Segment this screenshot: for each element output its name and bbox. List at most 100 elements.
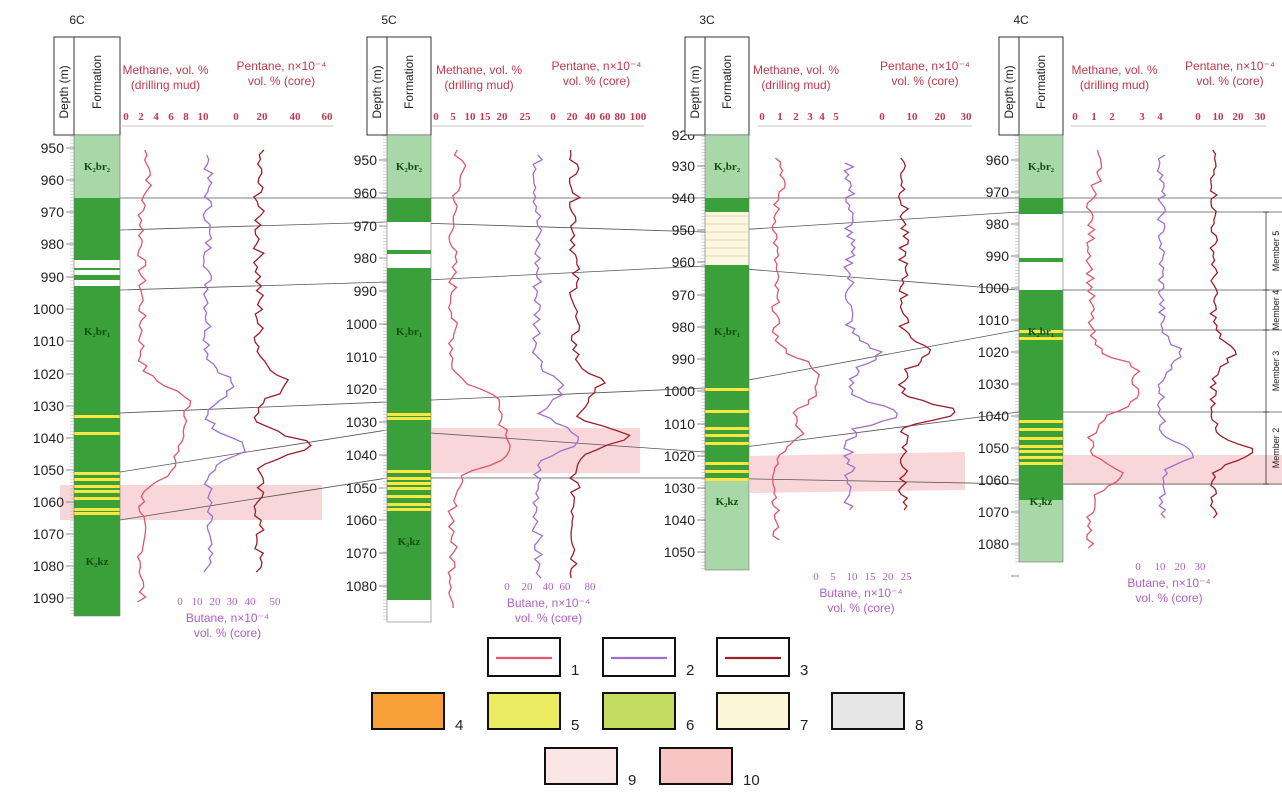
butane-curve <box>202 154 246 573</box>
sand-streak <box>1019 437 1063 440</box>
methane-tick-label: 0 <box>433 111 439 123</box>
depth-tick-label: 1080 <box>346 578 377 594</box>
butane-title-line1: Butane, n×10⁻⁴ <box>1127 576 1210 590</box>
butane-tick-label: 15 <box>865 571 877 583</box>
butane-tick-label: 50 <box>270 596 282 608</box>
butane-tick-label: 30 <box>227 596 239 608</box>
sand-streak <box>705 442 749 445</box>
sand-streak <box>74 432 120 435</box>
methane-tick-label: 0 <box>1072 111 1078 123</box>
depth-tick-label: 1070 <box>33 526 64 542</box>
depth-tick-label: 970 <box>354 218 378 234</box>
depth-tick-label: 1040 <box>978 408 1009 424</box>
formation-layer <box>387 198 431 222</box>
pentane-tick-label: 10 <box>907 111 919 123</box>
sand-streak <box>387 487 431 490</box>
legend-fill-swatch <box>371 692 445 730</box>
methane-curve <box>447 149 511 609</box>
methane-tick-label: 1 <box>1091 111 1097 123</box>
well-6C: 6C95096097098099010001010102010301040105… <box>33 13 333 640</box>
depth-tick-label: 930 <box>672 158 696 174</box>
legend-label: 9 <box>628 772 636 789</box>
methane-title-line1: Methane, vol. % <box>1071 63 1157 77</box>
formation-label: K₂kz <box>1030 496 1053 508</box>
methane-tick-label: 4 <box>1157 111 1163 123</box>
methane-tick-label: 1 <box>777 111 783 123</box>
depth-tick-label: 1050 <box>978 440 1009 456</box>
depth-tick-label: 980 <box>986 216 1010 232</box>
formation-header-label: Formation <box>90 55 104 109</box>
formation-label: K₂br₂ <box>396 161 423 173</box>
pentane-tick-label: 0 <box>233 111 239 123</box>
sand-streak <box>705 410 749 413</box>
depth-tick-label: 1040 <box>346 447 377 463</box>
methane-title-line2: (drilling mud) <box>1080 78 1149 92</box>
pink-reservoir-bands <box>60 428 1282 520</box>
butane-tick-label: 0 <box>813 571 819 583</box>
depth-tick-label: 1020 <box>346 381 377 397</box>
legend-item-3: 3 <box>716 637 808 679</box>
methane-tick-label: 2 <box>138 111 144 123</box>
depth-tick-label: 950 <box>354 152 378 168</box>
legend-label: 8 <box>915 717 923 734</box>
member-label: Member 2 <box>1271 428 1281 469</box>
depth-tick-label: 1080 <box>33 558 64 574</box>
depth-header-label: Depth (m) <box>57 65 71 118</box>
legend-fill-swatch <box>831 692 905 730</box>
formation-column-frame <box>704 134 750 571</box>
formation-layer <box>1019 198 1063 214</box>
formation-label: K₂kz <box>86 556 109 568</box>
depth-tick-label: 1010 <box>346 349 377 365</box>
depth-tick-label: 970 <box>986 184 1010 200</box>
methane-tick-label: 0 <box>123 111 129 123</box>
formation-column-frame <box>386 134 432 623</box>
pentane-tick-label: 20 <box>257 111 269 123</box>
butane-curve <box>842 162 898 511</box>
methane-tick-label: 3 <box>807 111 813 123</box>
pentane-tick-label: 40 <box>585 111 597 123</box>
legend-fill-swatch <box>716 692 790 730</box>
depth-tick-label: 1000 <box>346 316 377 332</box>
pentane-title-line1: Pentane, n×10⁻⁴ <box>552 59 642 73</box>
sand-streak <box>387 477 431 480</box>
legend-fill-swatch <box>659 747 733 785</box>
sand-streak <box>74 472 120 475</box>
formation-layer <box>74 270 120 275</box>
butane-tick-label: 20 <box>1175 561 1187 573</box>
methane-title-line1: Methane, vol. % <box>436 63 522 77</box>
depth-tick-label: 1000 <box>978 280 1009 296</box>
depth-header-label: Depth (m) <box>370 65 384 118</box>
butane-tick-label: 60 <box>560 581 572 593</box>
methane-tick-label: 15 <box>480 111 492 123</box>
methane-tick-label: 5 <box>450 111 456 123</box>
butane-title-line1: Butane, n×10⁻⁴ <box>186 611 269 625</box>
member-label: Member 5 <box>1271 231 1281 272</box>
sand-streak <box>705 434 749 437</box>
formation-label: K₂kz <box>398 536 421 548</box>
legend-item-5: 5 <box>487 692 579 734</box>
sand-streak <box>1019 337 1063 340</box>
methane-tick-label: 6 <box>168 111 174 123</box>
depth-tick-label: 990 <box>986 248 1010 264</box>
formation-layer <box>74 198 120 260</box>
sand-streak <box>74 497 120 500</box>
formation-column-frame <box>1018 134 1064 563</box>
pentane-tick-label: 80 <box>615 111 627 123</box>
depth-tick-label: 1070 <box>978 504 1009 520</box>
methane-title-line2: (drilling mud) <box>761 78 830 92</box>
pink-band-3 <box>750 452 965 493</box>
formation-layer <box>74 280 120 286</box>
butane-tick-label: 25 <box>901 571 913 583</box>
butane-tick-label: 5 <box>830 571 836 583</box>
depth-tick-label: 1000 <box>664 383 695 399</box>
butane-tick-label: 80 <box>585 581 597 593</box>
depth-tick-label: 1040 <box>33 430 64 446</box>
depth-tick-label: 1030 <box>664 480 695 496</box>
butane-title-line2: vol. % (core) <box>1135 591 1202 605</box>
pentane-tick-label: 30 <box>961 111 973 123</box>
butane-tick-label: 40 <box>245 596 257 608</box>
methane-tick-label: 20 <box>497 111 509 123</box>
sand-streak <box>387 470 431 473</box>
methane-tick-label: 3 <box>1139 111 1145 123</box>
formation-layer <box>74 275 120 280</box>
